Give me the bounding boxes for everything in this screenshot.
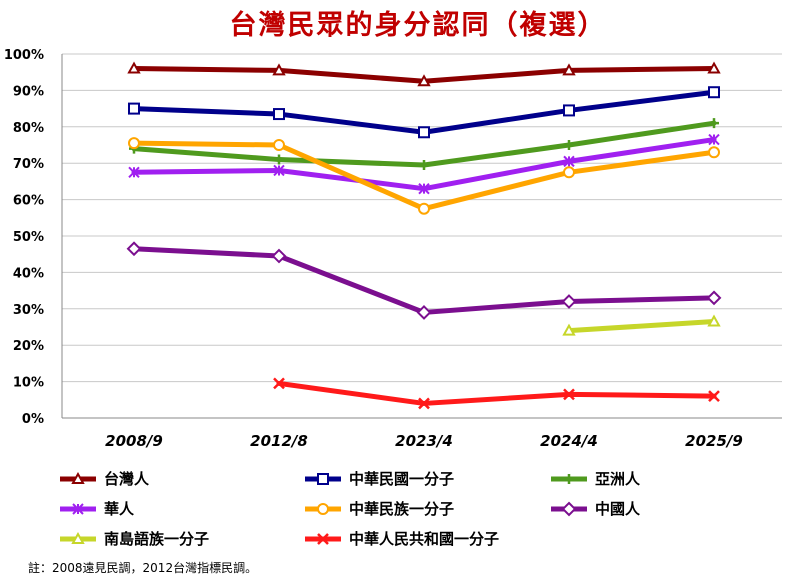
data-point-marker bbox=[562, 63, 576, 76]
y-axis-ticks: 0% 10% 20% 30% 40% 50% 60% 70% 80% 90% 100% bbox=[4, 48, 44, 427]
series-line bbox=[566, 319, 717, 334]
y-tick-label: 90% bbox=[13, 84, 44, 99]
data-point-marker bbox=[563, 388, 575, 401]
series-lines bbox=[126, 61, 722, 410]
legend-item: 台灣人 bbox=[60, 470, 150, 488]
data-point-marker bbox=[563, 166, 575, 179]
data-point-marker bbox=[273, 108, 285, 121]
data-point-marker bbox=[274, 154, 284, 165]
legend-item: 中華人民共和國一分子 bbox=[305, 530, 499, 548]
data-point-marker bbox=[563, 155, 575, 168]
x-tick-label: 2012/8 bbox=[250, 432, 308, 450]
data-point-marker bbox=[708, 86, 720, 99]
y-tick-label: 50% bbox=[13, 230, 44, 245]
data-point-marker bbox=[317, 473, 329, 485]
y-tick-label: 60% bbox=[13, 194, 44, 209]
legend-item: 中國人 bbox=[551, 500, 641, 518]
x-tick-label: 2023/4 bbox=[395, 432, 453, 450]
data-point-marker bbox=[273, 139, 285, 151]
series-華人 bbox=[128, 133, 720, 195]
data-point-marker bbox=[707, 314, 721, 327]
y-tick-label: 40% bbox=[13, 266, 44, 281]
y-tick-label: 70% bbox=[13, 157, 44, 172]
legend-label: 中國人 bbox=[595, 500, 641, 518]
data-point-marker bbox=[418, 397, 430, 410]
series-中華民國一分子 bbox=[128, 86, 720, 139]
data-point-marker bbox=[126, 241, 142, 257]
data-point-marker bbox=[418, 202, 430, 215]
legend-item: 南島語族一分子 bbox=[60, 530, 209, 548]
series-line bbox=[131, 246, 717, 315]
legend-label: 華人 bbox=[104, 500, 135, 518]
data-point-marker bbox=[71, 531, 85, 544]
y-tick-label: 0% bbox=[22, 412, 44, 427]
y-tick-label: 30% bbox=[13, 303, 44, 318]
chart-title: 台灣民眾的身分認同（複選） bbox=[230, 9, 607, 41]
series-line bbox=[276, 380, 717, 406]
x-axis-ticks: 2008/9 2012/8 2023/4 2024/4 2025/9 bbox=[105, 432, 743, 450]
series-台灣人 bbox=[127, 61, 721, 87]
legend-item: 亞洲人 bbox=[551, 470, 641, 488]
series-亞洲人 bbox=[129, 118, 719, 171]
gridlines bbox=[61, 53, 782, 419]
data-point-marker bbox=[71, 471, 85, 484]
series-南島語族一分子 bbox=[562, 314, 721, 336]
data-point-marker bbox=[317, 503, 329, 515]
legend-label: 台灣人 bbox=[104, 470, 150, 488]
legend-item: 中華民國一分子 bbox=[305, 470, 454, 488]
data-point-marker bbox=[561, 501, 577, 517]
data-point-marker bbox=[562, 323, 576, 336]
data-point-marker bbox=[564, 140, 574, 150]
series-line bbox=[131, 89, 717, 135]
data-point-marker bbox=[563, 104, 575, 117]
data-point-marker bbox=[416, 305, 432, 320]
x-tick-label: 2025/9 bbox=[685, 432, 743, 450]
y-tick-label: 100% bbox=[4, 48, 44, 63]
legend-item: 華人 bbox=[60, 500, 135, 518]
data-point-marker bbox=[272, 63, 286, 76]
data-point-marker bbox=[707, 61, 721, 74]
data-point-marker bbox=[709, 118, 719, 129]
data-point-marker bbox=[418, 126, 430, 139]
y-tick-label: 80% bbox=[13, 121, 44, 136]
legend-label: 中華民國一分子 bbox=[349, 470, 454, 488]
legend-item: 中華民族一分子 bbox=[305, 500, 454, 518]
series-中華人民共和國一分子 bbox=[273, 377, 720, 410]
footnote: 註：2008遠見民調，2012台灣指標民調。 bbox=[28, 560, 257, 575]
data-point-marker bbox=[72, 503, 84, 515]
data-point-marker bbox=[564, 474, 574, 484]
data-point-marker bbox=[273, 164, 285, 177]
data-point-marker bbox=[561, 294, 577, 309]
legend-label: 亞洲人 bbox=[595, 470, 641, 488]
data-point-marker bbox=[708, 146, 720, 159]
y-tick-label: 10% bbox=[13, 376, 44, 391]
data-point-marker bbox=[419, 160, 429, 171]
data-point-marker bbox=[128, 102, 140, 115]
data-point-marker bbox=[271, 248, 287, 264]
y-tick-label: 20% bbox=[13, 339, 44, 354]
data-point-marker bbox=[317, 533, 329, 545]
series-中國人 bbox=[126, 241, 722, 320]
x-tick-label: 2008/9 bbox=[105, 432, 163, 450]
data-point-marker bbox=[418, 182, 430, 195]
data-point-marker bbox=[128, 137, 140, 150]
series-中華民族一分子 bbox=[128, 137, 720, 215]
data-point-marker bbox=[706, 290, 722, 306]
data-point-marker bbox=[708, 133, 720, 146]
legend-label: 中華民族一分子 bbox=[349, 500, 454, 518]
legend-label: 南島語族一分子 bbox=[104, 530, 209, 548]
x-tick-label: 2024/4 bbox=[540, 432, 598, 450]
data-point-marker bbox=[128, 166, 140, 179]
data-point-marker bbox=[708, 390, 720, 403]
data-point-marker bbox=[417, 74, 431, 87]
legend-label: 中華人民共和國一分子 bbox=[349, 530, 499, 548]
data-point-marker bbox=[273, 377, 285, 390]
data-point-marker bbox=[127, 61, 141, 74]
